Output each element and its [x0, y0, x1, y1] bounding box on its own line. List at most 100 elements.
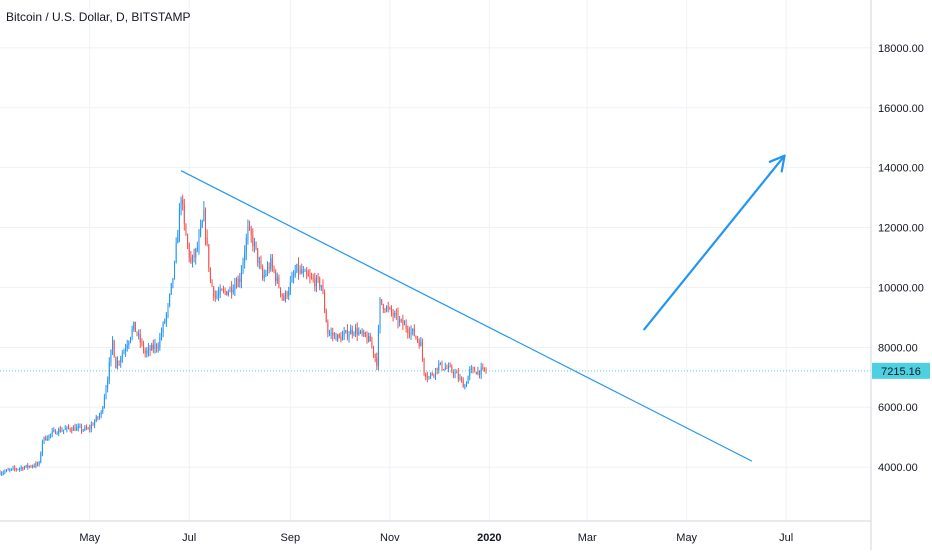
candle-body: [475, 372, 477, 375]
x-tick-label: 2020: [477, 532, 501, 544]
candle-body: [206, 237, 208, 245]
chart-title: Bitcoin / U.S. Dollar, D, BITSTAMP: [6, 10, 191, 24]
candle-body: [480, 367, 482, 375]
candle-body: [167, 305, 169, 314]
candle-body: [408, 332, 410, 335]
up-arrow-shaft: [643, 154, 786, 331]
candle-body: [431, 373, 433, 375]
candle-body: [289, 281, 291, 292]
y-tick-label: 4000.00: [878, 462, 918, 474]
candle-body: [306, 270, 308, 275]
candle-body: [421, 341, 423, 359]
candle-body: [346, 330, 348, 338]
candle-body: [444, 367, 446, 370]
candle-body: [470, 368, 472, 370]
candle-body: [14, 467, 16, 469]
candle-body: [263, 275, 265, 278]
candle-body: [216, 295, 218, 297]
candle-body: [38, 462, 40, 465]
candle-body: [224, 290, 226, 292]
candle-body: [59, 429, 61, 432]
candle-body: [351, 329, 353, 334]
candle-body: [164, 321, 166, 323]
candle-body: [20, 467, 22, 469]
candle-body: [278, 277, 280, 288]
candle-body: [143, 343, 145, 351]
candle-body: [291, 276, 293, 282]
candle-body: [2, 472, 4, 474]
candle-body: [376, 357, 378, 367]
candle-body: [387, 306, 389, 308]
candle-body: [10, 468, 12, 470]
x-tick-label: Jul: [779, 532, 793, 544]
candle-body: [462, 380, 464, 388]
candle-body: [98, 415, 100, 418]
candle-body: [322, 285, 324, 294]
grid: [0, 0, 871, 521]
candle-body: [397, 313, 399, 323]
candle-body: [102, 407, 104, 412]
candle-body: [363, 332, 365, 334]
candle-body: [294, 272, 296, 276]
candle-body: [430, 373, 432, 377]
candle-body: [131, 329, 133, 338]
candle-body: [54, 430, 56, 434]
candle-body: [273, 266, 275, 272]
candle-body: [436, 368, 438, 371]
candle-body: [345, 330, 347, 333]
y-axis[interactable]: 4000.00 6000.00 8000.00 10000.00 12000.00 140…: [878, 43, 924, 474]
candle-body: [15, 468, 17, 470]
candle-body: [227, 291, 229, 296]
candle-body: [315, 277, 317, 287]
candle-body: [170, 283, 172, 295]
candle-body: [234, 284, 236, 291]
candle-body: [330, 332, 332, 334]
y-tick-label: 12000.00: [878, 223, 924, 235]
candle-body: [152, 344, 154, 350]
candle-body: [399, 319, 401, 323]
candle-body: [147, 347, 149, 351]
candle-body: [146, 350, 148, 354]
candle-body: [404, 324, 406, 326]
candle-body: [359, 330, 361, 332]
candle-body: [76, 427, 78, 431]
candle-body: [139, 334, 141, 343]
candle-body: [366, 336, 368, 342]
candle-body: [332, 332, 334, 336]
candle-body: [84, 427, 86, 430]
candle-body: [97, 416, 99, 418]
candle-body: [92, 424, 94, 426]
candle-body: [469, 369, 471, 377]
candle-body: [247, 226, 249, 238]
candle-body: [222, 290, 224, 292]
candle-body: [449, 366, 451, 368]
candle-body: [133, 321, 135, 330]
candle-body: [297, 263, 299, 273]
candle-body: [425, 374, 427, 377]
candle-body: [314, 279, 316, 287]
candle-body: [400, 319, 402, 321]
candle-body: [188, 244, 190, 258]
candle-body: [58, 429, 60, 434]
candle-body: [205, 209, 207, 238]
candle-body: [35, 463, 37, 467]
x-axis[interactable]: May Jul Sep Nov 2020 Mar May Jul: [79, 532, 793, 544]
candle-body: [105, 388, 107, 398]
candle-body: [446, 367, 448, 369]
candle-body: [61, 430, 63, 432]
candle-body: [129, 337, 131, 342]
candle-body: [479, 370, 481, 375]
candle-body: [231, 287, 233, 293]
candle-body: [23, 467, 25, 470]
candle-body: [41, 441, 43, 454]
candle-body: [64, 428, 66, 430]
candle-body: [438, 363, 440, 371]
current-price-tag: 7215.16: [872, 362, 930, 379]
candle-body: [244, 252, 246, 262]
y-tick-label: 16000.00: [878, 103, 924, 115]
candle-body: [302, 271, 304, 273]
candle-body: [151, 344, 153, 351]
candle-body: [472, 368, 474, 370]
